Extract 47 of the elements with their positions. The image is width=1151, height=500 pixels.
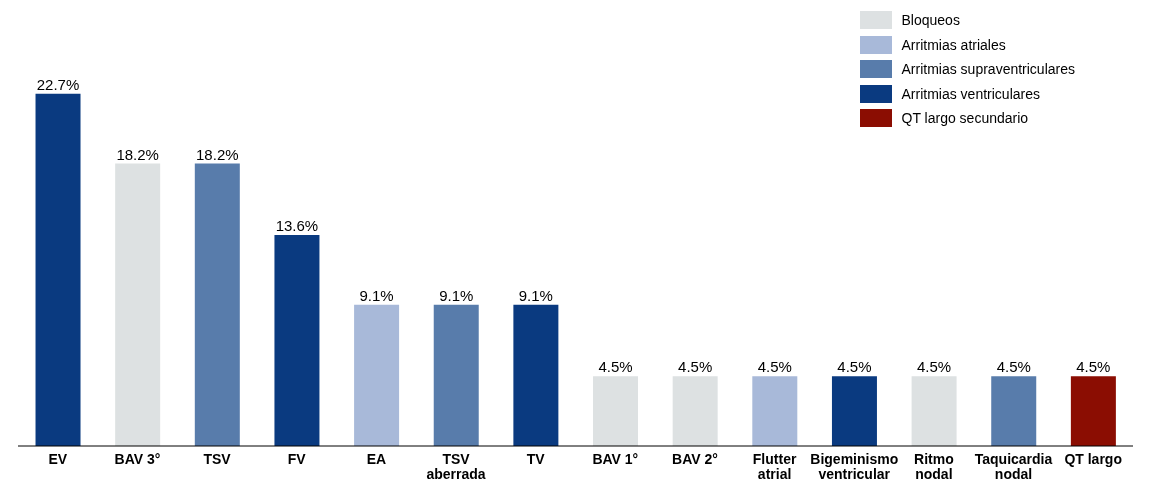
bar xyxy=(831,376,877,446)
x-tick-label: BAV 3° xyxy=(114,451,161,467)
data-label: 4.5% xyxy=(837,358,872,376)
x-tick-label: BAV 1° xyxy=(592,451,639,467)
bar xyxy=(513,304,559,446)
data-label: 4.5% xyxy=(996,358,1031,376)
bar xyxy=(194,163,240,446)
data-label: 4.5% xyxy=(916,358,952,376)
x-tick-label: TSV xyxy=(203,451,232,467)
data-label: 9.1% xyxy=(439,286,474,304)
x-tick-label: BAV 2° xyxy=(672,451,718,467)
data-label: 18.2% xyxy=(196,145,239,163)
legend-label: Arritmias atriales xyxy=(901,35,1006,55)
bar xyxy=(911,376,957,446)
bar xyxy=(35,93,81,446)
x-tick-label: QT largo xyxy=(1064,451,1122,467)
legend-label: Bloqueos xyxy=(901,11,960,30)
bar xyxy=(991,376,1037,446)
legend-label: Arritmias supraventriculares xyxy=(901,60,1075,79)
legend-label: Arritmias ventriculares xyxy=(901,84,1040,104)
data-label: 4.5% xyxy=(678,358,713,376)
bar xyxy=(752,376,798,446)
x-tick-label: EV xyxy=(48,451,68,467)
bar xyxy=(354,304,400,446)
x-tick-label: TV xyxy=(526,451,546,467)
bar xyxy=(1070,376,1116,446)
legend-label: QT largo secundario xyxy=(901,109,1029,128)
bar xyxy=(433,304,479,446)
data-label: 18.2% xyxy=(116,145,159,163)
x-tick-label: TSV aberrada xyxy=(426,451,486,482)
bar xyxy=(115,163,161,446)
x-tick-label: FV xyxy=(287,451,307,467)
data-label: 22.7% xyxy=(36,75,80,93)
x-tick-label: Bigeminismo ventricular xyxy=(810,451,899,482)
bar xyxy=(274,234,320,446)
data-label: 9.1% xyxy=(359,286,394,304)
data-label: 9.1% xyxy=(518,286,553,304)
x-tick-label: Taquicardia nodal xyxy=(974,451,1053,482)
x-tick-label: Ritmo nodal xyxy=(914,451,954,482)
bar xyxy=(672,376,718,446)
x-tick-label: Flutter atrial xyxy=(752,451,797,482)
data-label: 13.6% xyxy=(275,216,319,234)
data-label: 4.5% xyxy=(757,358,792,376)
x-tick-label: EA xyxy=(366,451,387,467)
data-label: 4.5% xyxy=(598,358,633,376)
data-label: 4.5% xyxy=(1076,358,1111,376)
bar xyxy=(593,376,639,446)
